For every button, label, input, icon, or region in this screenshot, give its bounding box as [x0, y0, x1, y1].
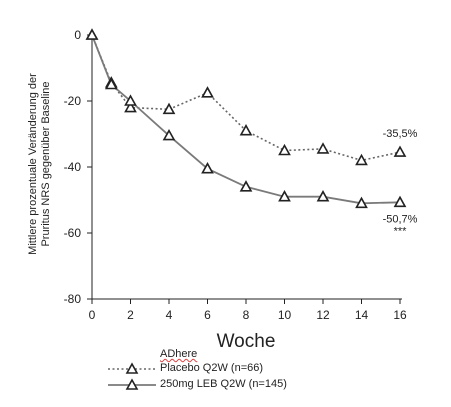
x-tick-label: 14 [355, 308, 369, 322]
legend-swatch-placebo [108, 362, 156, 374]
data-point-series-0 [278, 143, 291, 156]
data-point-series-0 [162, 102, 176, 115]
y-tick-label: -20 [64, 94, 82, 108]
data-point-series-1 [104, 77, 118, 90]
series-line-1 [91, 34, 401, 205]
data-point-series-1 [201, 162, 214, 174]
data-point-series-0 [393, 145, 407, 157]
chart-axes: 0 -20 -40 -60 -80 0 2 4 6 8 10 12 14 16 [64, 28, 407, 322]
legend-swatch-leb [108, 378, 156, 390]
x-tick-label: 0 [89, 308, 96, 322]
legend-item-placebo: Placebo Q2W (n=66) [108, 361, 368, 377]
data-point-series-0 [355, 153, 368, 166]
y-axis-title-line1: Mittlere prozentuale Veränderung der [27, 73, 39, 255]
x-tick-label: 10 [278, 308, 292, 322]
series-markers [85, 28, 407, 209]
data-point-series-1 [239, 180, 253, 192]
y-tick-label: -40 [64, 160, 82, 174]
end-annotations: -35,5% -50,7%*** [383, 128, 418, 237]
series-line-0 [91, 34, 401, 162]
data-point-series-1 [124, 94, 137, 106]
data-point-series-0 [124, 100, 137, 113]
y-axis-title-line2: Pruritus NRS gegenüber Baseline [40, 81, 52, 246]
y-tick-label: 0 [74, 28, 81, 42]
y-tick-label: -60 [64, 226, 82, 240]
end-label-placebo: -35,5% [383, 128, 418, 140]
series-lines [91, 34, 401, 205]
data-point-series-1 [85, 28, 99, 40]
data-point-series-0 [316, 142, 330, 154]
significance-marker: *** [394, 225, 408, 237]
data-point-series-1 [393, 195, 407, 208]
x-tick-label: 2 [127, 308, 134, 322]
data-point-series-0 [201, 86, 214, 98]
data-point-series-1 [316, 190, 330, 202]
legend-label-placebo: Placebo Q2W (n=66) [160, 362, 264, 374]
legend-label-leb: 250mg LEB Q2W (n=145) [160, 378, 287, 390]
y-tick-label: -80 [64, 292, 82, 306]
x-tick-label: 4 [166, 308, 173, 322]
chart-legend: ADhere Placebo Q2W (n=66) 250mg LEB Q2W … [108, 345, 368, 405]
data-point-series-0 [239, 124, 253, 136]
x-tick-label: 16 [393, 308, 407, 322]
data-point-series-1 [278, 190, 291, 202]
legend-heading: ADhere [160, 348, 198, 360]
legend-item-leb: 250mg LEB Q2W (n=145) [108, 377, 368, 393]
x-tick-label: 6 [204, 308, 211, 322]
x-axis-title: Woche [217, 331, 276, 352]
x-tick-label: 12 [316, 308, 330, 322]
data-point-series-1 [355, 196, 368, 209]
end-label-leb: -50,7% [383, 213, 418, 225]
x-tick-label: 8 [243, 308, 250, 322]
data-point-series-1 [162, 128, 176, 141]
